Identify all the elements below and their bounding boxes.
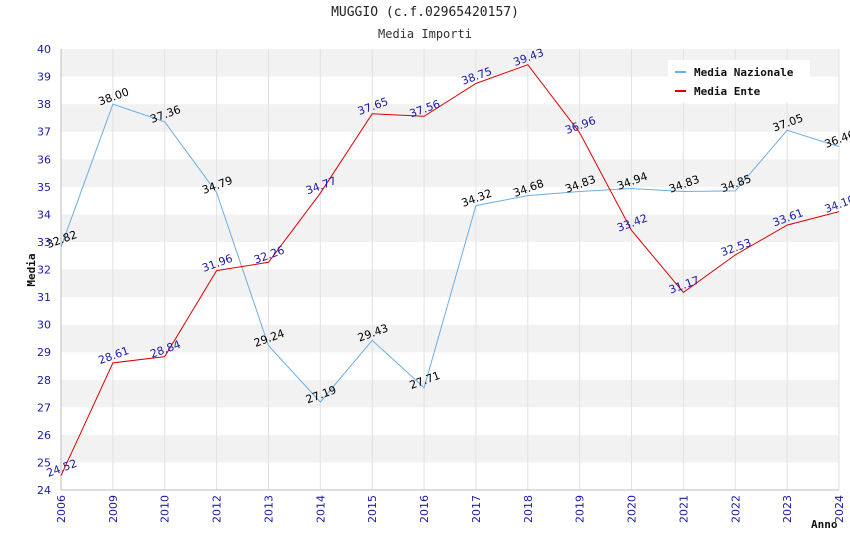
x-tick-label: 2023 xyxy=(781,495,794,523)
y-tick-label: 25 xyxy=(37,456,51,469)
x-tick-label: 2017 xyxy=(470,495,483,523)
x-axis-label: Anno xyxy=(811,518,838,531)
legend-entry: Media Nazionale xyxy=(694,66,794,79)
grid-band xyxy=(61,214,839,242)
y-tick-label: 28 xyxy=(37,374,51,387)
axes xyxy=(60,49,839,491)
x-tick-label: 2006 xyxy=(55,495,68,523)
grid-band xyxy=(61,462,839,490)
x-tick-labels: 2006 2009 2010 2012 2013 2014 2015 2016 2017 2018… xyxy=(55,495,846,523)
grid-band xyxy=(61,434,839,463)
grid-band xyxy=(61,241,839,270)
x-tick-label: 2013 xyxy=(262,495,275,523)
x-tick-label: 2018 xyxy=(522,495,535,523)
y-tick-label: 38 xyxy=(37,98,51,111)
legend-entry: Media Ente xyxy=(694,85,761,98)
y-tick-labels: 24 25 26 27 28 29 30 31 32 33 34 35 36 37 38 39 40 xyxy=(37,43,51,497)
y-tick-label: 29 xyxy=(37,346,51,359)
legend: Media Nazionale Media Ente xyxy=(668,60,810,102)
y-tick-label: 39 xyxy=(37,71,51,84)
grid-bands xyxy=(60,49,840,490)
x-tick-label: 2014 xyxy=(314,495,327,523)
x-tick-label: 2016 xyxy=(418,495,431,523)
series-line-0 xyxy=(60,103,840,403)
y-tick-label: 31 xyxy=(37,291,51,304)
y-tick-label: 40 xyxy=(37,43,51,56)
y-tick-label: 26 xyxy=(37,429,51,442)
grid-band xyxy=(61,324,839,353)
x-tick-label: 2019 xyxy=(574,495,587,523)
x-tick-label: 2020 xyxy=(626,495,639,523)
x-tick-label: 2021 xyxy=(677,495,690,523)
y-tick-label: 27 xyxy=(37,401,51,414)
y-tick-label: 37 xyxy=(37,126,51,139)
y-tick-label: 33 xyxy=(37,236,51,249)
series-lines xyxy=(60,64,840,476)
chart-subtitle: Media Importi xyxy=(378,27,472,41)
x-tick-label: 2015 xyxy=(366,495,379,523)
x-tick-label: 2009 xyxy=(107,495,120,523)
series-line-1 xyxy=(60,64,840,476)
y-tick-label: 36 xyxy=(37,153,51,166)
y-tick-label: 32 xyxy=(37,264,51,277)
x-tick-label: 2010 xyxy=(159,495,172,523)
y-axis-label: Media xyxy=(25,253,38,286)
y-tick-label: 35 xyxy=(37,181,51,194)
y-tick-label: 24 xyxy=(37,484,51,497)
grid-band xyxy=(61,297,839,325)
grid-band xyxy=(61,379,839,408)
grid-band xyxy=(61,352,839,380)
x-tick-label: 2024 xyxy=(833,495,846,523)
legend-box xyxy=(668,60,810,102)
x-tick-label: 2022 xyxy=(729,495,742,523)
grid-band xyxy=(61,104,839,132)
y-tick-label: 34 xyxy=(37,208,51,221)
grid-band xyxy=(61,269,839,298)
grid-band xyxy=(61,159,839,187)
grid-band xyxy=(61,131,839,160)
x-tick-label: 2012 xyxy=(211,495,224,523)
chart-title: MUGGIO (c.f.02965420157) xyxy=(331,5,519,20)
y-tick-label: 30 xyxy=(37,319,51,332)
grid-band xyxy=(61,407,839,435)
